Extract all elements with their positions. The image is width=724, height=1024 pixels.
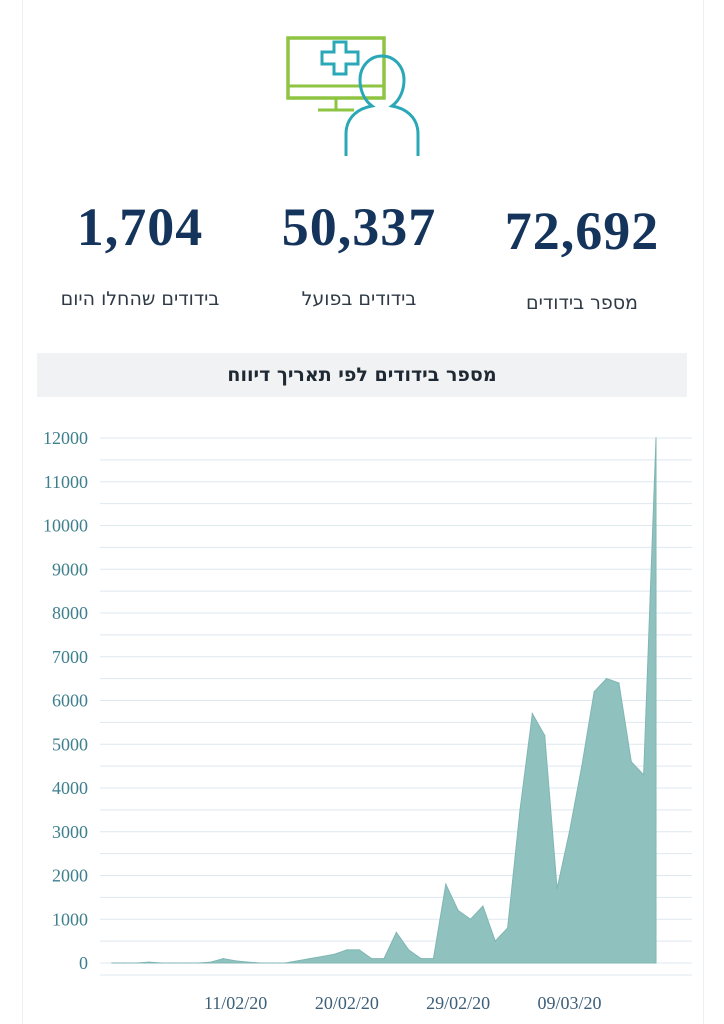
data-point xyxy=(259,962,261,964)
y-tick-label: 5000 xyxy=(52,734,88,754)
data-point xyxy=(469,918,472,920)
data-point xyxy=(284,962,286,964)
stat-today-label: בידודים שהחלו היום xyxy=(60,288,220,310)
x-tick-label: 20/02/20 xyxy=(315,993,379,1013)
stat-active-label: בידודים בפועל xyxy=(301,288,417,310)
data-point xyxy=(235,960,237,962)
data-point xyxy=(556,888,558,890)
data-point xyxy=(618,682,620,684)
data-point xyxy=(136,962,138,964)
stat-total: 72,692 מספר בידודים xyxy=(477,200,687,314)
y-tick-label: 7000 xyxy=(52,647,88,667)
stat-total-value: 72,692 xyxy=(504,201,660,261)
chart-title: מספר בידודים לפי תאריך דיווח xyxy=(37,353,687,397)
data-point xyxy=(581,765,583,767)
stat-total-label: מספר בידודים xyxy=(526,292,638,314)
y-tick-label: 12000 xyxy=(43,428,88,448)
y-tick-label: 3000 xyxy=(52,822,88,842)
x-tick-label: 11/02/20 xyxy=(204,993,267,1013)
data-point xyxy=(197,962,200,964)
data-point xyxy=(432,958,435,960)
x-tick-label: 09/03/20 xyxy=(537,993,601,1013)
y-tick-label: 4000 xyxy=(52,778,88,798)
y-tick-label: 2000 xyxy=(52,866,88,886)
y-tick-label: 11000 xyxy=(44,472,88,492)
data-point xyxy=(247,961,249,963)
data-point xyxy=(544,734,546,737)
data-point xyxy=(507,927,509,929)
data-point xyxy=(482,905,484,907)
data-point xyxy=(445,883,447,885)
data-point xyxy=(568,831,571,833)
data-point xyxy=(531,713,533,715)
data-point xyxy=(296,960,299,962)
data-point xyxy=(605,678,608,680)
data-point xyxy=(346,949,348,951)
data-point xyxy=(148,961,150,963)
data-point xyxy=(173,962,175,964)
data-point xyxy=(457,909,459,912)
data-point xyxy=(420,958,422,960)
stat-active-value: 50,337 xyxy=(281,197,437,257)
stat-today-value: 1,704 xyxy=(76,197,204,257)
data-point xyxy=(160,962,163,964)
data-point xyxy=(383,958,385,960)
data-point xyxy=(272,962,274,964)
x-tick-label: 29/02/20 xyxy=(426,993,490,1013)
content-frame xyxy=(22,0,704,1024)
data-point xyxy=(185,962,187,964)
data-point xyxy=(111,962,113,964)
data-point xyxy=(222,958,224,960)
data-point xyxy=(519,809,521,811)
y-tick-label: 0 xyxy=(79,953,88,973)
isolations-area-chart: 0 1000 2000 3000 4000 5000 6000 7000 8000 9000 100… xyxy=(43,428,692,1013)
data-point xyxy=(333,953,336,955)
y-tick-label: 1000 xyxy=(52,909,88,929)
y-tick-label: 6000 xyxy=(52,691,88,711)
data-point xyxy=(630,761,632,763)
data-point xyxy=(371,958,373,960)
data-point xyxy=(309,958,311,960)
data-point xyxy=(643,774,645,776)
stat-active: 50,337 בידודים בפועל xyxy=(254,196,464,310)
data-point xyxy=(655,437,657,439)
data-point xyxy=(494,940,496,942)
data-point xyxy=(210,961,212,963)
data-point xyxy=(408,949,410,951)
y-tick-label: 9000 xyxy=(52,559,88,579)
stat-today: 1,704 בידודים שהחלו היום xyxy=(35,196,245,310)
data-point xyxy=(321,955,323,958)
data-point xyxy=(123,962,125,964)
y-tick-label: 8000 xyxy=(52,603,88,623)
doctor-monitor-icon xyxy=(286,36,420,156)
data-point xyxy=(593,691,595,693)
data-point xyxy=(395,931,397,933)
data-point xyxy=(358,949,360,951)
y-tick-label: 10000 xyxy=(43,516,88,536)
